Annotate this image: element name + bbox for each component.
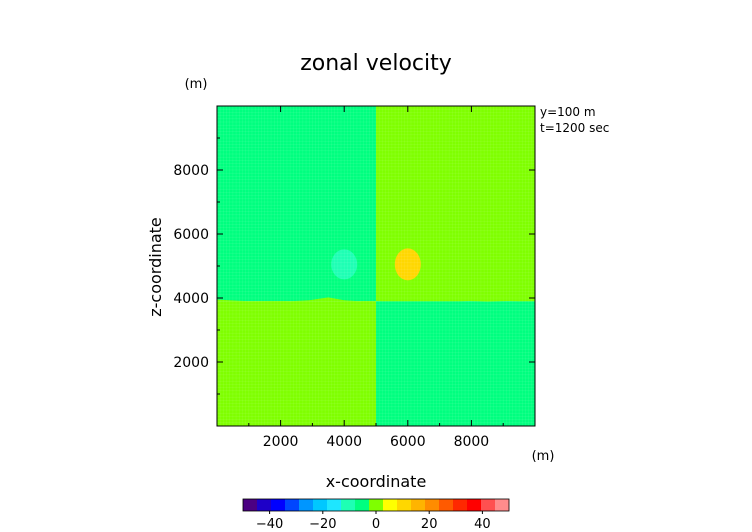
y-tick-label: 2000 xyxy=(173,355,209,371)
x-tick-label: 8000 xyxy=(454,434,490,450)
axes: 2000 4000 6000 8000 2000 4000 6000 8000 xyxy=(173,105,536,450)
annotation-y: y=100 m xyxy=(540,105,596,119)
y-tick-label: 4000 xyxy=(173,291,209,307)
colorbar-swatch xyxy=(495,499,510,511)
heatmap-field xyxy=(217,106,535,426)
x-tick-label: 4000 xyxy=(326,434,362,450)
y-tick-label: 6000 xyxy=(173,227,209,243)
y-axis-label: z-coordinate xyxy=(146,217,165,317)
colorbar-swatch xyxy=(383,499,398,511)
colorbar-swatch xyxy=(369,499,384,511)
colorbar-swatch xyxy=(257,499,272,511)
y-unit-label: (m) xyxy=(185,77,208,92)
colorbar-swatch xyxy=(313,499,328,511)
colorbar-swatch xyxy=(285,499,300,511)
positive-anomaly-blob xyxy=(394,248,421,281)
chart-title: zonal velocity xyxy=(300,51,452,76)
colorbar-swatch xyxy=(439,499,454,511)
colorbar-swatch xyxy=(243,499,258,511)
interface-wave-right xyxy=(376,298,535,302)
colorbar-tick-label: −40 xyxy=(256,517,283,532)
x-unit-label: (m) xyxy=(532,449,555,464)
colorbar-swatch xyxy=(355,499,370,511)
colorbar-swatch xyxy=(411,499,426,511)
region-lower-left xyxy=(217,301,376,426)
colorbar-swatch xyxy=(299,499,314,511)
interface-wave-left xyxy=(217,297,376,302)
x-tick-label: 2000 xyxy=(263,434,299,450)
colorbar-swatch xyxy=(341,499,356,511)
colorbar-swatch xyxy=(425,499,440,511)
annotation-t: t=1200 sec xyxy=(540,121,609,135)
x-tick-label: 6000 xyxy=(390,434,426,450)
colorbar-swatch xyxy=(327,499,342,511)
colorbar-swatch xyxy=(453,499,468,511)
colorbar-tick-label: 40 xyxy=(474,517,491,532)
colorbar-swatch xyxy=(397,499,412,511)
colorbar: −40 −20 0 20 40 xyxy=(242,498,510,532)
colorbar-swatch xyxy=(481,499,496,511)
colorbar-tick-label: 20 xyxy=(421,517,438,532)
x-axis-label: x-coordinate xyxy=(326,472,427,491)
colorbar-swatch xyxy=(271,499,286,511)
region-lower-right xyxy=(376,301,535,426)
colorbar-swatch xyxy=(467,499,482,511)
colorbar-tick-label: 0 xyxy=(372,517,380,532)
colorbar-tick-label: −20 xyxy=(309,517,336,532)
negative-anomaly-blob xyxy=(331,249,358,280)
y-tick-label: 8000 xyxy=(173,163,209,179)
